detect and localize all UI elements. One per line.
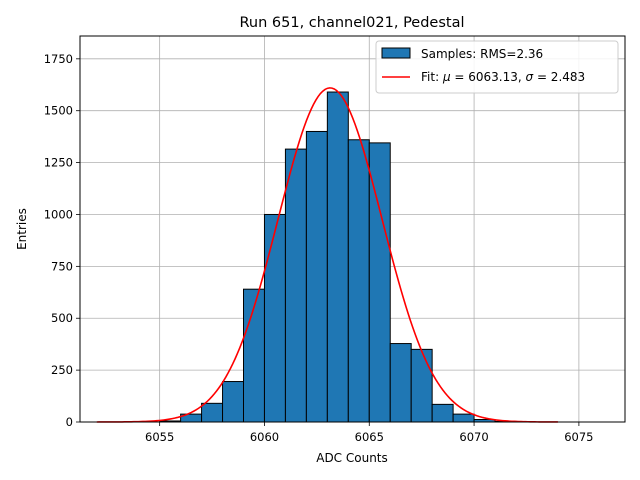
histogram-bar <box>410 348 433 423</box>
x-tick-label: 6065 <box>355 430 384 444</box>
y-tick-label: 0 <box>66 415 73 429</box>
x-tick-label: 6070 <box>459 430 488 444</box>
legend-fit-mu-symbol: μ <box>442 70 451 84</box>
legend-box <box>375 40 619 94</box>
x-axis-ticks: 6055 6060 6065 6070 6075 <box>145 422 594 444</box>
chart-title: Run 651, channel021, Pedestal <box>239 15 464 31</box>
x-tick-label: 6075 <box>564 430 593 444</box>
histogram-bar <box>389 343 412 423</box>
gaussian-fit-curve <box>96 87 558 423</box>
x-tick-label: 6055 <box>145 430 174 444</box>
y-tick-label: 1750 <box>44 52 73 66</box>
y-tick-label: 1000 <box>44 207 73 221</box>
histogram-bar <box>263 213 286 423</box>
y-axis-label: Entries <box>15 208 29 250</box>
histogram-bar <box>452 413 475 423</box>
histogram-bars <box>159 91 517 423</box>
legend-samples-swatch <box>381 47 411 59</box>
y-tick-label: 1500 <box>44 104 73 118</box>
histogram-bar <box>347 139 370 423</box>
histogram-bar <box>284 148 307 423</box>
legend-fit-prefix: Fit: <box>421 70 443 84</box>
histogram-bar <box>222 381 245 423</box>
histogram-bar <box>305 130 328 423</box>
histogram-bar <box>326 91 349 423</box>
x-tick-label: 6060 <box>250 430 279 444</box>
x-axis-label: ADC Counts <box>316 451 388 465</box>
y-tick-label: 750 <box>51 259 73 273</box>
y-tick-label: 250 <box>51 363 73 377</box>
legend-fit-label: Fit: μ = 6063.13, σ = 2.483 <box>421 70 585 84</box>
histogram-bar <box>431 403 454 423</box>
histogram-bar <box>201 402 224 423</box>
y-tick-label: 1250 <box>44 156 73 170</box>
y-axis-ticks: 0 250 500 750 1000 1250 1500 1750 <box>44 52 80 429</box>
axes-frame <box>79 35 626 423</box>
legend: Samples: RMS=2.36 Fit: μ = 6063.13, σ = … <box>375 40 619 94</box>
legend-fit-sigma-symbol: σ <box>526 70 534 84</box>
legend-fit-mu-value: = 6063.13, <box>451 70 526 84</box>
fit-curve-group <box>96 87 558 423</box>
legend-samples-label: Samples: RMS=2.36 <box>421 47 543 61</box>
y-tick-label: 500 <box>51 311 73 325</box>
legend-fit-sigma-value: = 2.483 <box>533 70 585 84</box>
